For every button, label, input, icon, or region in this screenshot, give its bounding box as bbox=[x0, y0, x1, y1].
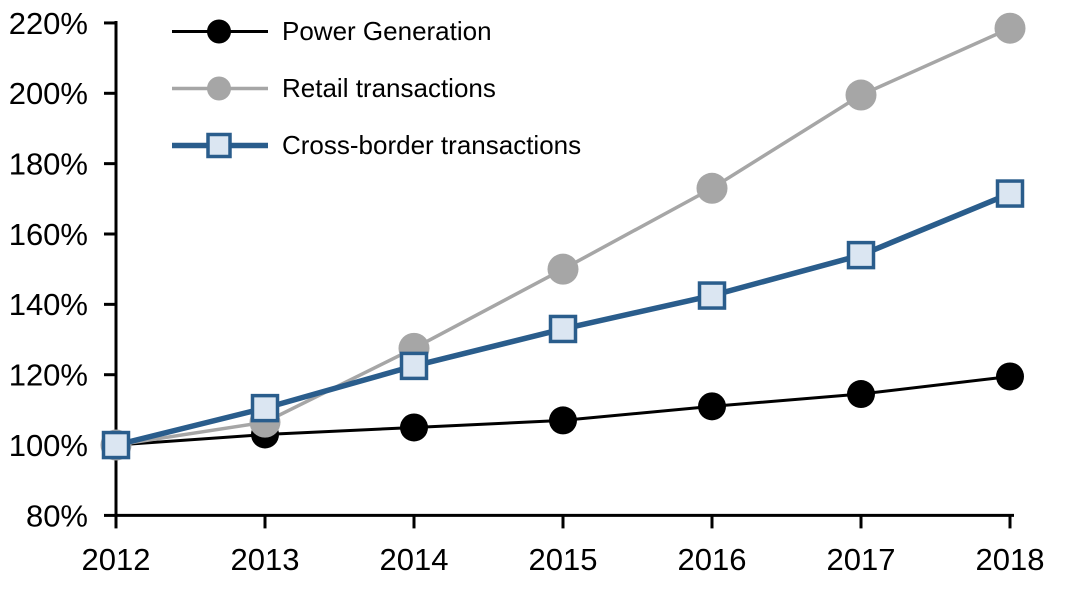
data-point-retail-transactions-2016 bbox=[696, 172, 728, 204]
data-point-power-generation-2016 bbox=[698, 392, 726, 421]
data-point-cross-border-transactions-2017 bbox=[846, 240, 876, 270]
x-tick-label: 2013 bbox=[231, 542, 300, 577]
legend-item-power-generation: Power Generation bbox=[170, 16, 581, 47]
y-tick-label: 80% bbox=[26, 498, 88, 533]
y-tick-label: 220% bbox=[9, 6, 88, 41]
legend-marker-square-icon bbox=[206, 132, 232, 159]
power-generation-swatch bbox=[172, 19, 268, 44]
y-tick-label: 200% bbox=[9, 76, 88, 111]
x-tick-label: 2012 bbox=[82, 542, 151, 577]
legend-marker-circle-icon bbox=[207, 19, 231, 44]
data-point-cross-border-transactions-2016 bbox=[697, 281, 727, 310]
data-point-retail-transactions-2018 bbox=[994, 12, 1026, 44]
data-point-cross-border-transactions-2014 bbox=[399, 351, 429, 381]
legend-label-power-generation: Power Generation bbox=[282, 16, 492, 46]
x-tick-label: 2017 bbox=[827, 542, 896, 577]
retail-transactions-swatch bbox=[172, 76, 268, 101]
x-tick-label: 2015 bbox=[529, 542, 598, 577]
data-point-power-generation-2015 bbox=[549, 406, 577, 435]
data-point-cross-border-transactions-2018 bbox=[995, 179, 1025, 208]
y-tick-label: 140% bbox=[9, 287, 88, 322]
data-point-cross-border-transactions-2015 bbox=[548, 314, 578, 344]
y-tick-label: 160% bbox=[9, 217, 88, 252]
y-tick-label: 120% bbox=[9, 358, 88, 393]
legend-marker-circle-icon bbox=[207, 76, 231, 101]
data-point-cross-border-transactions-2012 bbox=[101, 430, 131, 460]
y-tick-label: 180% bbox=[9, 147, 88, 182]
data-point-cross-border-transactions-2013 bbox=[250, 393, 280, 423]
x-tick-label: 2018 bbox=[976, 542, 1045, 577]
cross-border-transactions-swatch bbox=[172, 132, 268, 159]
data-point-power-generation-2018 bbox=[996, 362, 1024, 391]
legend-item-retail-transactions: Retail transactions bbox=[170, 73, 581, 104]
legend-label-retail-transactions: Retail transactions bbox=[282, 73, 496, 103]
data-point-retail-transactions-2015 bbox=[547, 253, 579, 285]
legend-item-cross-border-transactions: Cross-border transactions bbox=[170, 130, 581, 161]
x-tick-label: 2016 bbox=[678, 542, 747, 577]
y-tick-label: 100% bbox=[9, 428, 88, 463]
legend: Power Generation Retail transactions Cro… bbox=[170, 16, 581, 161]
x-tick-label: 2014 bbox=[380, 542, 449, 577]
data-point-retail-transactions-2017 bbox=[845, 79, 877, 111]
legend-label-cross-border-transactions: Cross-border transactions bbox=[282, 130, 582, 160]
data-point-power-generation-2017 bbox=[847, 380, 875, 409]
data-point-power-generation-2014 bbox=[400, 413, 428, 442]
